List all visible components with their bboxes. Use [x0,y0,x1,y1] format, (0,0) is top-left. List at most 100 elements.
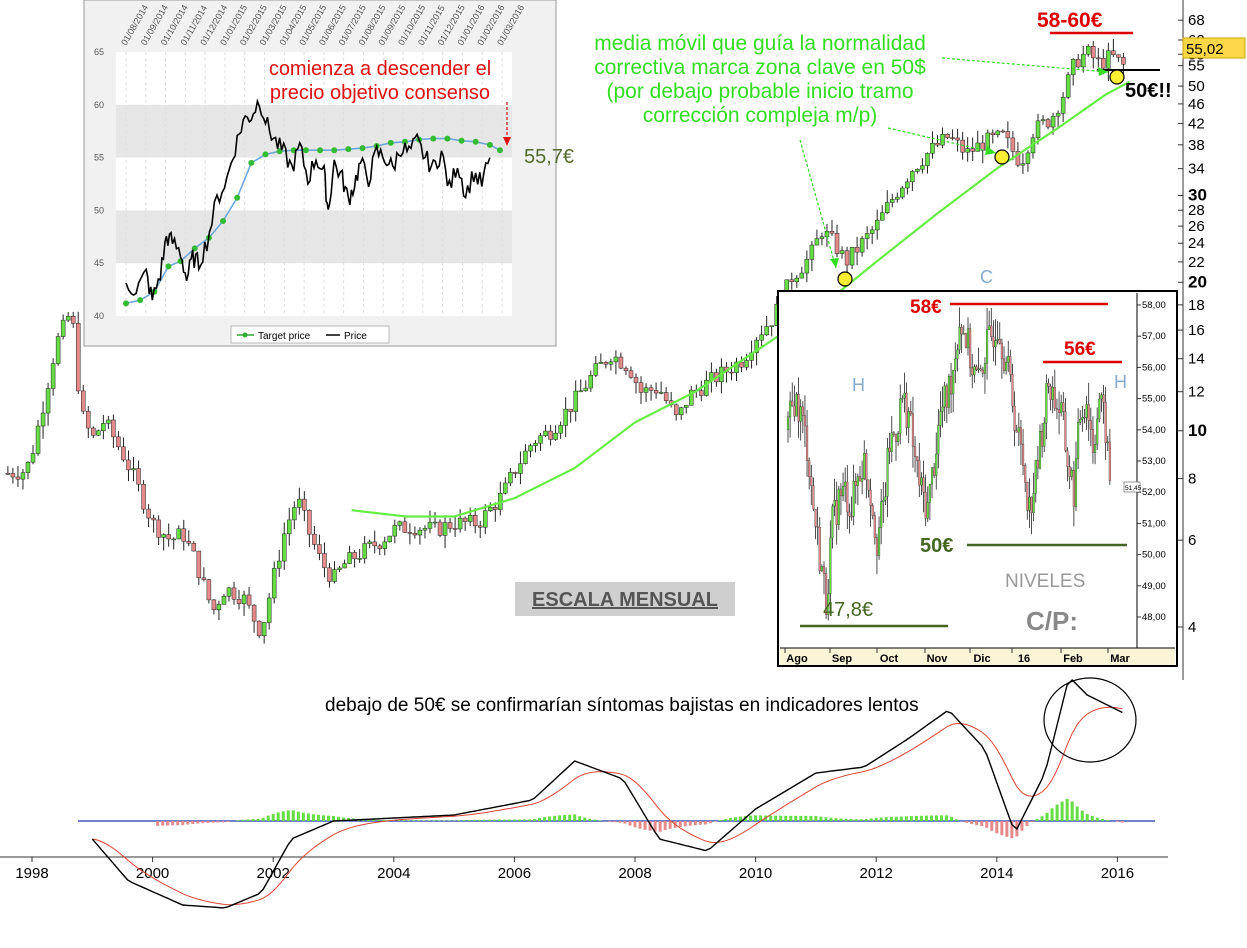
daily-candle-body [1096,418,1099,445]
monthly-candle-body [477,525,483,528]
oscillator-bar [301,812,305,821]
monthly-candle-body [523,450,528,464]
oscillator-bar [935,815,938,821]
daily-candle-body [825,573,828,615]
consensus-target-dot [444,135,451,142]
daily-y-tick-label: 53,00 [1142,456,1166,467]
daily-candle-body [1106,441,1109,444]
daily-candle-body [1002,358,1006,371]
monthly-candle-body [111,419,116,438]
monthly-candle-body [297,498,302,508]
daily-candle-body [1000,343,1003,360]
daily-candle-body [1015,430,1018,433]
oscillator-bar [522,819,526,821]
monthly-candle-body [960,139,965,153]
oscillator-bar [884,817,888,821]
monthly-candle-body [131,468,136,471]
daily-candle-body [1083,417,1086,419]
monthly-candle-body [678,407,684,415]
oscillator-bar [950,816,954,821]
daily-candle-body [1070,470,1073,477]
monthly-candle-body [367,541,372,544]
oscillator-bar [226,821,230,822]
monthly-candle-body [171,538,176,541]
consensus-target-dot [359,145,366,152]
oscillator-bar [643,821,647,830]
monthly-candle-body [920,165,925,170]
daily-candle-body [822,566,826,574]
monthly-candle-body [1121,57,1126,65]
oscillator-bar [985,821,989,828]
daily-candle-body [1058,409,1061,413]
daily-candle-body [812,485,815,510]
daily-candle-body [1098,398,1101,420]
monthly-candle-body [1050,115,1056,128]
pattern-h-right: H [1114,372,1127,392]
main-x-tick-label: 2002 [257,865,290,882]
main-y-tick-label: 34 [1188,161,1205,178]
oscillator-bar [1105,820,1109,821]
oscillator-bar [487,819,491,821]
monthly-candle-body [970,148,975,152]
daily-candle-body [1060,402,1063,413]
oscillator-bar [819,816,823,821]
ma-touch-2014 [994,149,1010,165]
monthly-candle-body [1040,119,1046,122]
oscillator-bar [623,821,627,824]
daily-candle-body [827,593,830,615]
monthly-candle-body [618,356,624,369]
daily-candle-body [1085,404,1088,418]
daily-candle-body [873,515,876,538]
monthly-candle-body [940,134,945,146]
monthly-candle-body [427,522,433,529]
oscillator-bar [995,821,999,834]
monthly-candle-body [759,334,764,341]
monthly-candle-body [121,446,126,461]
monthly-candle-body [895,196,900,200]
daily-candle-body [1036,460,1039,469]
monthly-candle-body [226,587,232,597]
daily-x-tick-label: Feb [1063,653,1083,665]
monthly-candle-body [261,622,267,637]
monthly-candle-body [658,392,664,394]
oscillator-bar [1120,821,1124,823]
monthly-candle-body [995,130,1001,135]
monthly-candle-body [508,472,513,484]
daily-candle-body [897,433,900,442]
daily-candle-body [1019,427,1022,445]
oscillator-histogram [156,799,1124,839]
oscillator-bar [955,819,959,821]
oscillator-bar [306,813,310,821]
monthly-candle-body [874,219,880,231]
consensus-price-line [125,98,491,301]
monthly-candle-body [950,137,955,139]
daily-y-tick-label: 50,00 [1142,550,1166,561]
daily-candle-body [922,477,925,493]
monthly-candle-body [332,569,337,582]
oscillator-bar [553,815,557,821]
oscillator-bar [894,816,898,821]
monthly-candle-body [684,405,689,408]
daily-candle-body [1077,422,1080,459]
daily-candle-body [986,329,989,364]
oscillator-highlight-circle [1043,677,1137,763]
daily-candle-body [909,411,912,414]
oscillator-bar [196,821,200,824]
oscillator-bar [663,821,667,831]
daily-candle-body [1049,386,1052,400]
oscillator-bar [512,819,516,821]
oscillator-bar [618,821,622,823]
monthly-candle-body [81,390,86,412]
monthly-candle-body [809,244,815,260]
oscillator-bar [1060,801,1064,821]
oscillator-bar [774,815,778,821]
daily-candle-body [786,416,790,430]
monthly-candle-body [879,212,885,221]
oscillator-bar [874,817,878,821]
monthly-candle-body [1080,53,1086,68]
oscillator-bar [945,815,949,821]
daily-x-tick-label: Ago [786,653,808,665]
oscillator-bar [216,821,220,823]
level-56-label: 56€ [1064,339,1096,360]
daily-candle-body [1024,465,1027,483]
